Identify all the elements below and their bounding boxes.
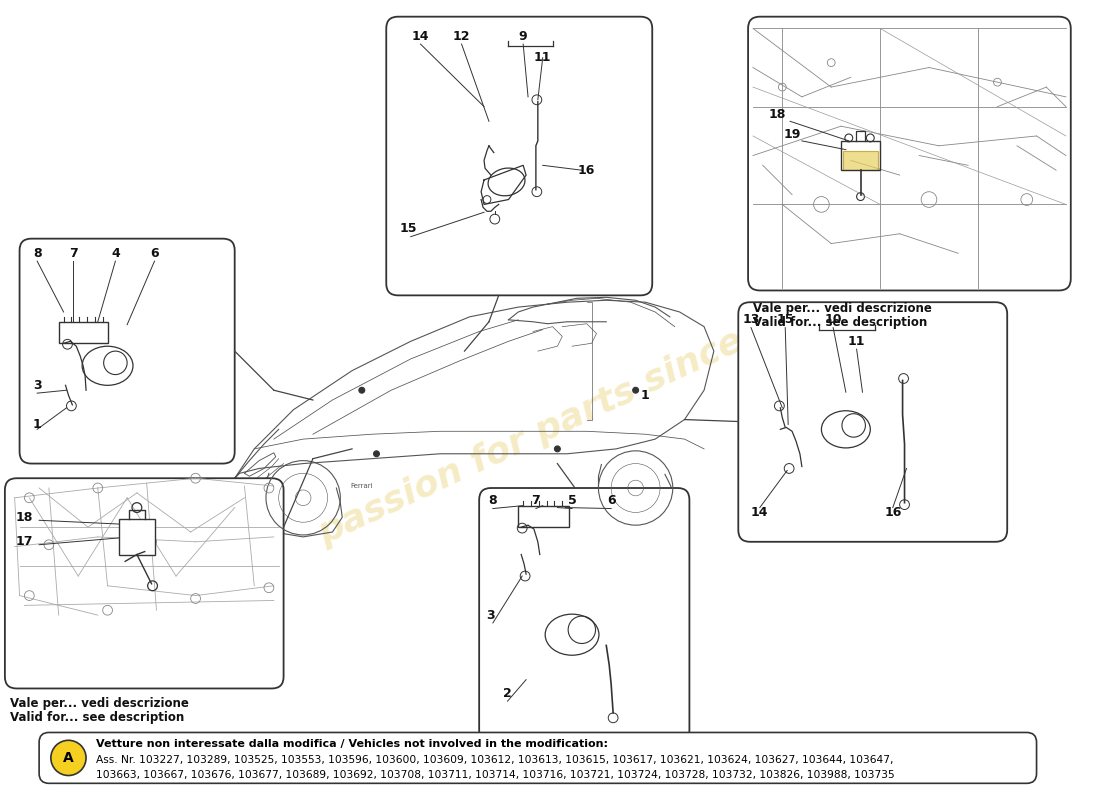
FancyBboxPatch shape (40, 733, 1036, 783)
Text: Ferrari: Ferrari (351, 483, 373, 489)
Text: Ass. Nr. 103227, 103289, 103525, 103553, 103596, 103600, 103609, 103612, 103613,: Ass. Nr. 103227, 103289, 103525, 103553,… (96, 755, 893, 765)
FancyBboxPatch shape (386, 17, 652, 295)
Text: 13: 13 (742, 314, 760, 326)
Text: 6: 6 (151, 247, 158, 260)
Text: A: A (63, 751, 74, 765)
Text: 17: 17 (15, 535, 33, 548)
FancyBboxPatch shape (738, 302, 1008, 542)
Text: 18: 18 (15, 511, 33, 524)
FancyBboxPatch shape (4, 478, 284, 689)
Circle shape (359, 387, 365, 393)
Text: Valid for... see description: Valid for... see description (754, 316, 927, 330)
Text: 15: 15 (777, 314, 794, 326)
Text: Vale per... vedi descrizione: Vale per... vedi descrizione (754, 302, 932, 314)
Text: 3: 3 (486, 609, 495, 622)
Bar (58, 322, 108, 343)
Circle shape (374, 451, 379, 457)
Text: 1: 1 (641, 389, 650, 402)
Bar (119, 519, 154, 554)
Text: 2: 2 (503, 687, 512, 700)
Text: 14: 14 (751, 506, 769, 519)
Circle shape (632, 387, 639, 393)
Text: 11: 11 (848, 335, 866, 348)
FancyBboxPatch shape (480, 488, 690, 742)
Text: 14: 14 (411, 30, 429, 42)
Bar (843, 150, 878, 170)
FancyBboxPatch shape (20, 238, 234, 463)
Text: 5: 5 (568, 494, 576, 507)
Text: 7: 7 (531, 494, 540, 507)
Bar (518, 506, 569, 527)
Text: 18: 18 (769, 108, 786, 121)
Text: Vetture non interessate dalla modifica / Vehicles not involved in the modificati: Vetture non interessate dalla modifica /… (96, 739, 608, 750)
Text: 3: 3 (33, 379, 42, 392)
Text: 16: 16 (578, 164, 595, 177)
Text: 103663, 103667, 103676, 103677, 103689, 103692, 103708, 103711, 103714, 103716, : 103663, 103667, 103676, 103677, 103689, … (96, 770, 894, 779)
Text: 9: 9 (519, 30, 528, 42)
Text: 16: 16 (884, 506, 902, 519)
Text: 1: 1 (33, 418, 42, 431)
Circle shape (554, 446, 560, 452)
Circle shape (51, 740, 86, 775)
Bar (842, 141, 880, 170)
Text: Valid for... see description: Valid for... see description (10, 711, 184, 724)
Text: 12: 12 (453, 30, 471, 42)
Text: 4: 4 (111, 247, 120, 260)
Text: 15: 15 (400, 222, 418, 235)
Text: 6: 6 (607, 494, 616, 507)
Text: Vale per... vedi descrizione: Vale per... vedi descrizione (10, 697, 189, 710)
Text: passion for parts since 1: passion for parts since 1 (312, 308, 782, 551)
Text: 7: 7 (69, 247, 78, 260)
Text: 8: 8 (488, 494, 497, 507)
Text: 19: 19 (783, 127, 801, 141)
Text: 11: 11 (534, 51, 551, 64)
Text: 10: 10 (824, 314, 842, 326)
FancyBboxPatch shape (748, 17, 1070, 290)
Text: 8: 8 (33, 247, 42, 260)
